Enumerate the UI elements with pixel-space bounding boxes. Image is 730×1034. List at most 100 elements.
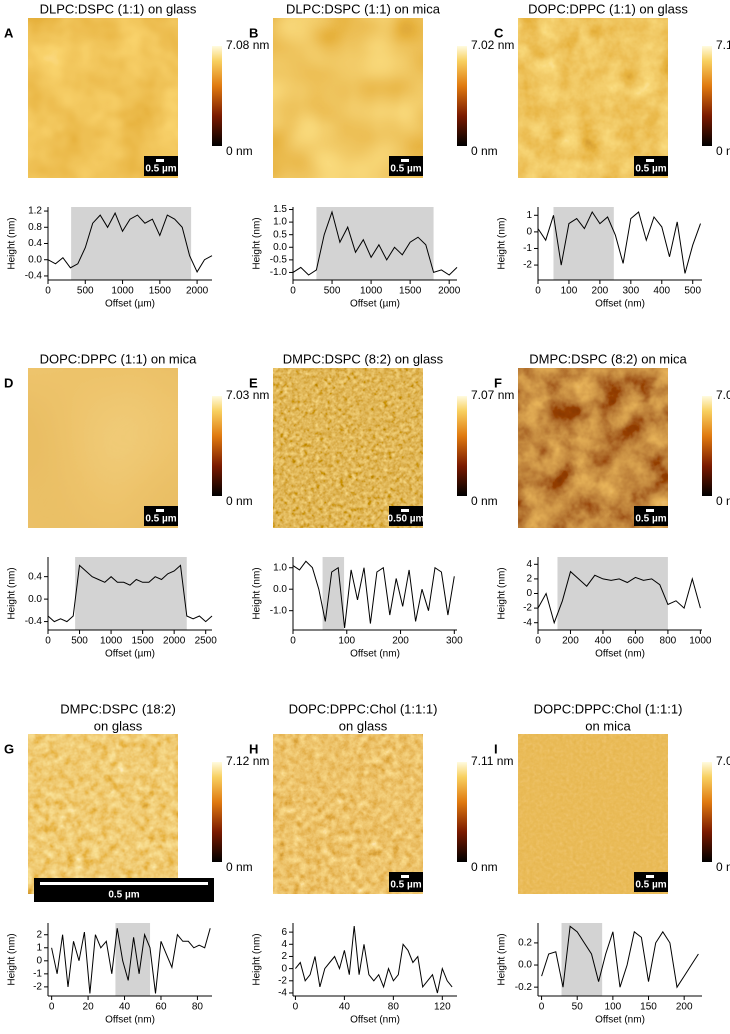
- panel-title: DLPC:DSPC (1:1) on glass: [40, 1, 197, 16]
- colorbar: [212, 762, 222, 862]
- y-tick-label: -2: [278, 975, 287, 986]
- panel-title: on glass: [94, 718, 143, 733]
- x-tick-label: 150: [640, 1002, 657, 1013]
- y-tick-label: -4: [523, 617, 532, 628]
- x-tick-label: 400: [595, 636, 612, 647]
- scalebar: [646, 509, 654, 512]
- colorbar-max: 7.11 nm: [471, 754, 513, 768]
- x-tick-label: 1500: [149, 286, 172, 297]
- scalebar-label: 0.5 µm: [390, 164, 421, 175]
- x-tick-label: 200: [592, 286, 609, 297]
- panel-title: DMPC:DSPC (8:2) on mica: [529, 351, 687, 366]
- y-axis-label: Height (nm): [7, 217, 18, 269]
- colorbar: [702, 396, 712, 496]
- x-tick-label: 80: [388, 1002, 400, 1013]
- scalebar-label: 0.50 µm: [388, 514, 425, 525]
- panel-letter: B: [249, 25, 258, 40]
- x-tick-label: 1000: [360, 286, 383, 297]
- y-tick-label: 0: [526, 588, 532, 599]
- highlight-region: [316, 207, 434, 280]
- y-axis-label: Height (nm): [497, 567, 508, 619]
- x-axis-label: Offset (nm): [595, 299, 645, 310]
- y-tick-label: 4: [281, 939, 287, 950]
- colorbar-max: 7.02 nm: [471, 38, 514, 52]
- x-tick-label: 60: [155, 1002, 167, 1013]
- colorbar-max: 7.08 nm: [226, 38, 269, 52]
- colorbar-min: 0 nm: [716, 860, 730, 874]
- afm-image: [273, 734, 423, 894]
- scalebar: [156, 159, 164, 162]
- y-tick-label: 0.5: [273, 229, 287, 240]
- colorbar-min: 0 nm: [716, 494, 730, 508]
- colorbar-min: 0 nm: [471, 494, 498, 508]
- x-axis-label: Offset (nm): [595, 649, 645, 660]
- y-tick-label: -1: [33, 968, 42, 979]
- profile-line: [51, 928, 211, 994]
- y-tick-label: 0.8: [28, 222, 42, 233]
- scalebar: [401, 159, 409, 162]
- highlight-region: [553, 207, 614, 280]
- panel-letter: G: [4, 741, 14, 756]
- y-tick-label: 1.2: [28, 206, 42, 217]
- x-tick-label: 2000: [186, 286, 209, 297]
- x-tick-label: 300: [446, 636, 463, 647]
- x-axis-label: Offset (nm): [350, 1015, 400, 1026]
- x-tick-label: 600: [627, 636, 644, 647]
- panel-title: DOPC:DPPC:Chol (1:1:1): [289, 701, 438, 716]
- colorbar-min: 0 nm: [226, 494, 253, 508]
- y-tick-label: -2: [33, 982, 42, 993]
- x-tick-label: 200: [392, 636, 409, 647]
- y-tick-label: 0.4: [28, 238, 42, 249]
- colorbar: [457, 762, 467, 862]
- x-tick-label: 120: [434, 1002, 451, 1013]
- x-tick-label: 1500: [399, 286, 422, 297]
- x-tick-label: 100: [605, 1002, 622, 1013]
- colorbar-max: 7.07 nm: [471, 388, 514, 402]
- x-tick-label: 300: [622, 286, 639, 297]
- x-tick-label: 0: [45, 286, 51, 297]
- y-tick-label: -1.0: [270, 605, 288, 616]
- y-tick-label: 0.0: [28, 254, 42, 265]
- colorbar: [702, 762, 712, 862]
- x-tick-label: 200: [676, 1002, 693, 1013]
- colorbar-min: 0 nm: [716, 144, 730, 158]
- x-tick-label: 2500: [195, 636, 218, 647]
- scalebar-label: 0.5 µm: [145, 164, 176, 175]
- x-tick-label: 100: [338, 636, 355, 647]
- scalebar-box: [389, 872, 423, 892]
- x-tick-label: 0: [539, 1002, 545, 1013]
- x-tick-label: 0: [535, 636, 541, 647]
- profile-line: [47, 564, 213, 623]
- x-tick-label: 200: [562, 636, 579, 647]
- panel-title: DLPC:DSPC (1:1) on mica: [286, 1, 441, 16]
- scalebar-box: [634, 156, 668, 176]
- colorbar-min: 0 nm: [226, 144, 253, 158]
- afm-image: [273, 18, 423, 178]
- y-tick-label: 0.0: [273, 584, 287, 595]
- x-tick-label: 800: [660, 636, 677, 647]
- scalebar-box: [144, 156, 178, 176]
- x-axis-label: Offset (µm): [105, 649, 155, 660]
- x-axis-label: Offset (nm): [595, 1015, 645, 1026]
- panel-letter: I: [494, 741, 498, 756]
- colorbar: [212, 396, 222, 496]
- profile-line: [47, 211, 213, 273]
- panel-letter: F: [494, 375, 502, 390]
- x-axis-label: Offset (nm): [350, 649, 400, 660]
- y-tick-label: 2: [36, 929, 42, 940]
- y-axis-label: Height (nm): [497, 217, 508, 269]
- scalebar-box: [144, 506, 178, 526]
- panel-title: on glass: [339, 718, 388, 733]
- x-tick-label: 2000: [438, 286, 461, 297]
- x-tick-label: 400: [653, 286, 670, 297]
- x-tick-label: 1500: [131, 636, 154, 647]
- highlight-region: [115, 923, 151, 996]
- y-tick-label: -0.4: [25, 616, 43, 627]
- x-tick-label: 100: [561, 286, 578, 297]
- y-tick-label: 0.0: [28, 594, 42, 605]
- colorbar: [457, 46, 467, 146]
- colorbar-max: 7.07 nm: [716, 388, 730, 402]
- y-tick-label: -0.5: [270, 255, 288, 266]
- panel-letter: C: [494, 25, 504, 40]
